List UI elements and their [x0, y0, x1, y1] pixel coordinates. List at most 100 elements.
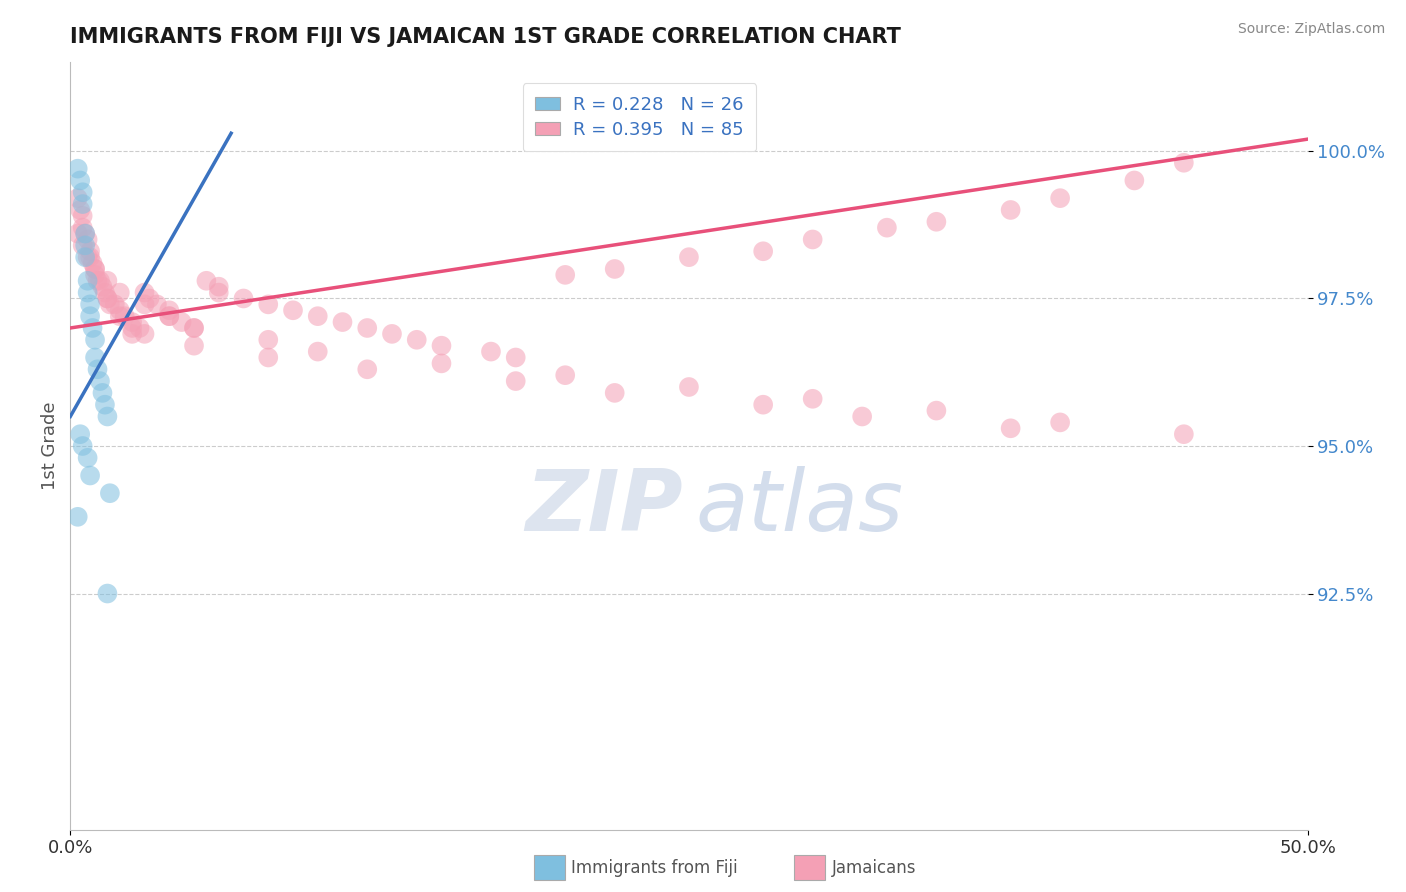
Point — [91, 279, 114, 293]
Point — [79, 309, 101, 323]
Point — [84, 333, 107, 347]
Point — [79, 468, 101, 483]
Point — [554, 268, 576, 282]
Point — [72, 220, 94, 235]
Point — [84, 351, 107, 365]
Point — [257, 297, 280, 311]
Point — [138, 292, 160, 306]
Point — [208, 285, 231, 300]
Point — [69, 427, 91, 442]
Point — [84, 268, 107, 282]
Point — [183, 339, 205, 353]
Point — [72, 186, 94, 200]
Point — [114, 309, 136, 323]
Point — [86, 274, 108, 288]
Point — [76, 232, 98, 246]
Text: IMMIGRANTS FROM FIJI VS JAMAICAN 1ST GRADE CORRELATION CHART: IMMIGRANTS FROM FIJI VS JAMAICAN 1ST GRA… — [70, 27, 901, 47]
Point — [134, 326, 156, 341]
Point — [75, 227, 97, 241]
Point — [257, 351, 280, 365]
Point — [603, 262, 626, 277]
Point — [1049, 416, 1071, 430]
Point — [108, 285, 131, 300]
Point — [94, 285, 117, 300]
Point — [76, 274, 98, 288]
Point — [430, 356, 453, 370]
Point — [121, 326, 143, 341]
Point — [752, 244, 775, 259]
Point — [1173, 427, 1195, 442]
Point — [66, 227, 89, 241]
Point — [66, 161, 89, 176]
Point — [381, 326, 404, 341]
Point — [121, 315, 143, 329]
Point — [307, 309, 329, 323]
Point — [752, 398, 775, 412]
Point — [505, 374, 527, 388]
Point — [1049, 191, 1071, 205]
Text: Source: ZipAtlas.com: Source: ZipAtlas.com — [1237, 22, 1385, 37]
Point — [405, 333, 427, 347]
Point — [72, 238, 94, 252]
Point — [183, 321, 205, 335]
Point — [82, 321, 104, 335]
Point — [96, 292, 118, 306]
Point — [505, 351, 527, 365]
Point — [79, 297, 101, 311]
Point — [94, 398, 117, 412]
Point — [332, 315, 354, 329]
Point — [1000, 421, 1022, 435]
Point — [430, 339, 453, 353]
Point — [157, 309, 180, 323]
Legend: R = 0.228   N = 26, R = 0.395   N = 85: R = 0.228 N = 26, R = 0.395 N = 85 — [523, 83, 756, 152]
Point — [76, 450, 98, 465]
Point — [76, 250, 98, 264]
Point — [96, 274, 118, 288]
Point — [75, 227, 97, 241]
Point — [82, 256, 104, 270]
Point — [232, 292, 254, 306]
Point — [66, 191, 89, 205]
Point — [1173, 155, 1195, 169]
Point — [146, 297, 169, 311]
Text: Jamaicans: Jamaicans — [832, 859, 917, 877]
Point — [96, 409, 118, 424]
Point — [75, 238, 97, 252]
Point — [257, 333, 280, 347]
Point — [170, 315, 193, 329]
Point — [157, 309, 180, 323]
Point — [72, 439, 94, 453]
Point — [89, 374, 111, 388]
Text: ZIP: ZIP — [524, 466, 683, 549]
Point — [356, 362, 378, 376]
Point — [84, 262, 107, 277]
Point — [281, 303, 304, 318]
Point — [479, 344, 502, 359]
Point — [1123, 173, 1146, 187]
Point — [108, 309, 131, 323]
Point — [69, 173, 91, 187]
Point — [801, 392, 824, 406]
Point — [1000, 202, 1022, 217]
Point — [98, 297, 121, 311]
Point — [356, 321, 378, 335]
Point — [76, 285, 98, 300]
Point — [79, 250, 101, 264]
Point — [96, 586, 118, 600]
Y-axis label: 1st Grade: 1st Grade — [41, 401, 59, 491]
Point — [79, 244, 101, 259]
Point — [876, 220, 898, 235]
Point — [98, 486, 121, 500]
Point — [925, 215, 948, 229]
Point — [84, 262, 107, 277]
Point — [208, 279, 231, 293]
Point — [104, 297, 127, 311]
Text: Immigrants from Fiji: Immigrants from Fiji — [571, 859, 738, 877]
Point — [134, 297, 156, 311]
Point — [86, 362, 108, 376]
Point — [134, 285, 156, 300]
Point — [72, 209, 94, 223]
Point — [678, 380, 700, 394]
Point — [128, 321, 150, 335]
Point — [801, 232, 824, 246]
